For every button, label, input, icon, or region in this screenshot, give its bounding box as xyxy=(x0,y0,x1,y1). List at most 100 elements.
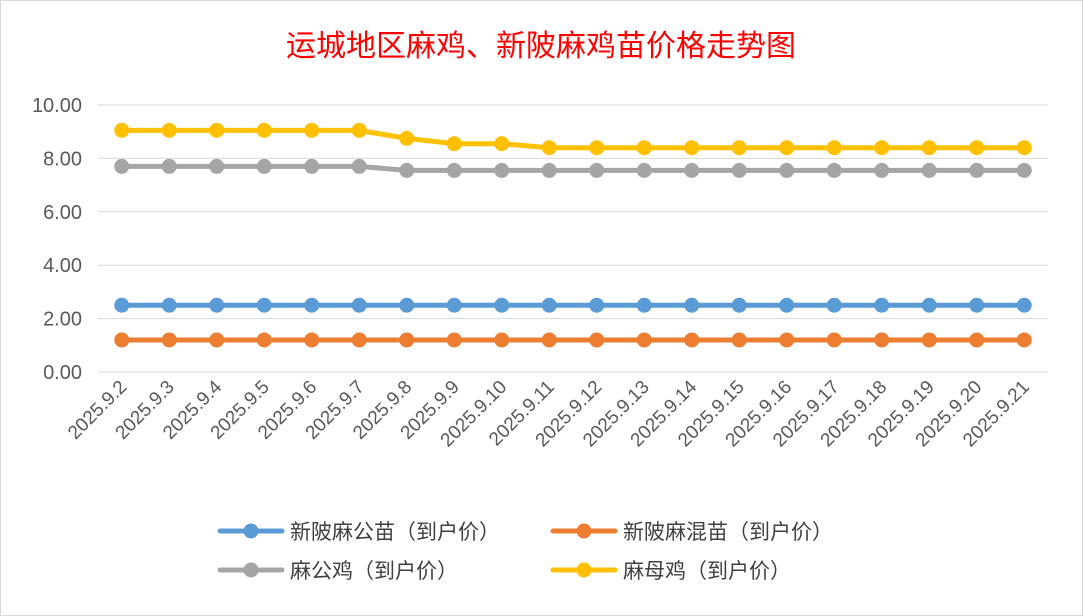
data-point xyxy=(351,332,367,348)
data-point xyxy=(684,162,700,178)
data-point xyxy=(921,162,937,178)
legend-swatch-marker xyxy=(576,523,592,539)
series-1 xyxy=(114,332,1032,348)
data-point xyxy=(969,140,985,156)
data-point xyxy=(969,332,985,348)
data-point xyxy=(779,297,795,313)
data-point xyxy=(446,332,462,348)
data-point xyxy=(1016,297,1032,313)
y-tick-label: 8.00 xyxy=(43,148,82,170)
data-point xyxy=(1016,162,1032,178)
data-point xyxy=(969,297,985,313)
legend-item: 新陂麻公苗（到户价） xyxy=(217,520,500,544)
data-point xyxy=(256,122,272,138)
data-point xyxy=(304,158,320,174)
data-point xyxy=(351,122,367,138)
data-point xyxy=(114,158,130,174)
data-point xyxy=(541,140,557,156)
series-2 xyxy=(114,158,1032,178)
gridlines xyxy=(98,104,1048,373)
data-point xyxy=(921,140,937,156)
data-point xyxy=(494,162,510,178)
data-point xyxy=(731,162,747,178)
legend-swatch-marker xyxy=(243,562,259,578)
data-point xyxy=(636,162,652,178)
data-point xyxy=(969,162,985,178)
data-point xyxy=(304,297,320,313)
data-point xyxy=(209,297,225,313)
y-tick-label: 0.00 xyxy=(43,362,82,384)
series-group xyxy=(114,122,1032,348)
data-point xyxy=(161,297,177,313)
legend-item: 麻公鸡（到户价） xyxy=(217,559,458,583)
data-point xyxy=(541,297,557,313)
data-point xyxy=(636,297,652,313)
series-3 xyxy=(114,122,1032,156)
data-point xyxy=(209,158,225,174)
data-point xyxy=(921,297,937,313)
data-point xyxy=(209,122,225,138)
y-tick-label: 6.00 xyxy=(43,202,82,224)
data-point xyxy=(1016,332,1032,348)
series-line xyxy=(119,127,1027,151)
series-line xyxy=(119,163,1027,173)
data-point xyxy=(304,332,320,348)
data-point xyxy=(114,297,130,313)
data-point xyxy=(114,122,130,138)
data-point xyxy=(684,332,700,348)
data-point xyxy=(684,297,700,313)
data-point xyxy=(826,332,842,348)
data-point xyxy=(209,332,225,348)
data-point xyxy=(779,140,795,156)
data-point xyxy=(684,140,700,156)
y-tick-label: 4.00 xyxy=(43,255,82,277)
data-point xyxy=(589,297,605,313)
data-point xyxy=(874,162,890,178)
data-point xyxy=(589,162,605,178)
data-point xyxy=(589,140,605,156)
data-point xyxy=(399,130,415,146)
data-point xyxy=(351,297,367,313)
legend-item: 麻母鸡（到户价） xyxy=(550,559,791,583)
data-point xyxy=(541,162,557,178)
x-axis: 2025.9.22025.9.32025.9.42025.9.52025.9.6… xyxy=(64,376,1034,451)
data-point xyxy=(399,297,415,313)
chart-title: 运城地区麻鸡、新陂麻鸡苗价格走势图 xyxy=(286,29,796,64)
data-point xyxy=(256,297,272,313)
data-point xyxy=(161,122,177,138)
data-point xyxy=(161,158,177,174)
data-point xyxy=(636,140,652,156)
data-point xyxy=(636,332,652,348)
data-point xyxy=(494,136,510,152)
data-point xyxy=(731,332,747,348)
data-point xyxy=(256,332,272,348)
legend: 新陂麻公苗（到户价） 新陂麻混苗（到户价） 麻公鸡（到户价） 麻母鸡（到户价） xyxy=(217,520,833,583)
data-point xyxy=(731,297,747,313)
data-point xyxy=(826,140,842,156)
legend-item: 新陂麻混苗（到户价） xyxy=(550,520,833,544)
legend-label: 新陂麻公苗（到户价） xyxy=(290,520,500,544)
data-point xyxy=(874,140,890,156)
data-point xyxy=(494,332,510,348)
data-point xyxy=(874,297,890,313)
legend-label: 麻母鸡（到户价） xyxy=(623,559,791,583)
data-point xyxy=(826,162,842,178)
data-point xyxy=(731,140,747,156)
data-point xyxy=(874,332,890,348)
legend-swatch-marker xyxy=(576,562,592,578)
legend-label: 新陂麻混苗（到户价） xyxy=(623,520,833,544)
data-point xyxy=(161,332,177,348)
data-point xyxy=(351,158,367,174)
series-0 xyxy=(114,297,1032,313)
data-point xyxy=(399,162,415,178)
data-point xyxy=(446,136,462,152)
data-point xyxy=(399,332,415,348)
y-axis: 0.00 2.00 4.00 6.00 8.00 10.00 xyxy=(32,95,82,384)
y-tick-label: 2.00 xyxy=(43,309,82,331)
legend-swatch-marker xyxy=(243,523,259,539)
data-point xyxy=(589,332,605,348)
data-point xyxy=(1016,140,1032,156)
data-point xyxy=(446,297,462,313)
